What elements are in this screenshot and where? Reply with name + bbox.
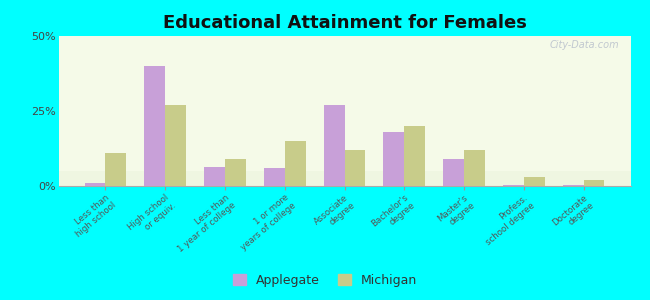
Bar bbox=[144, 66, 165, 186]
Bar bbox=[165, 105, 186, 186]
Bar bbox=[225, 159, 246, 186]
Bar bbox=[503, 184, 524, 186]
Bar bbox=[58, 171, 630, 186]
Bar bbox=[384, 132, 404, 186]
Bar bbox=[584, 180, 605, 186]
Bar bbox=[204, 167, 225, 186]
Bar bbox=[105, 153, 126, 186]
Bar bbox=[443, 159, 464, 186]
Bar bbox=[264, 168, 285, 186]
Bar bbox=[285, 141, 306, 186]
Bar bbox=[524, 177, 545, 186]
Legend: Applegate, Michigan: Applegate, Michigan bbox=[229, 270, 421, 291]
Bar bbox=[404, 126, 425, 186]
Bar bbox=[58, 36, 630, 186]
Bar bbox=[344, 150, 365, 186]
Bar bbox=[563, 185, 584, 186]
Bar bbox=[84, 183, 105, 186]
Bar bbox=[324, 105, 344, 186]
Title: Educational Attainment for Females: Educational Attainment for Females bbox=[162, 14, 526, 32]
Text: City-Data.com: City-Data.com bbox=[549, 40, 619, 50]
Bar bbox=[464, 150, 485, 186]
